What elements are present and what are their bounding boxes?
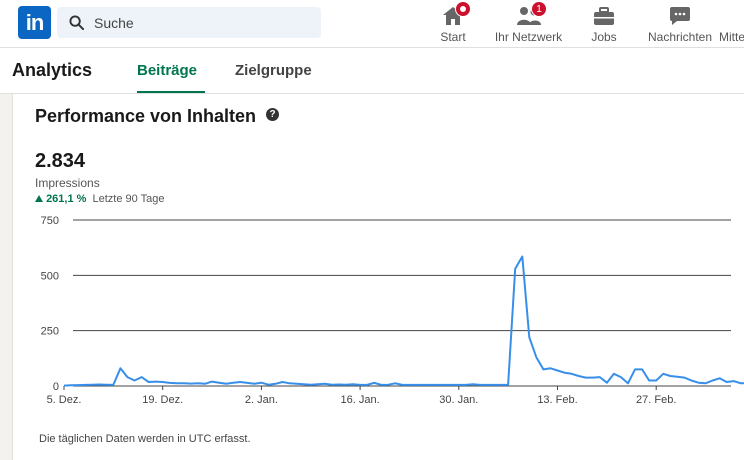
nav-label-network: Ihr Netzwerk xyxy=(494,30,563,44)
tab-posts[interactable]: Beiträge xyxy=(137,62,205,93)
network-count-badge: 1 xyxy=(531,1,547,17)
nav-label-messages: Nachrichten xyxy=(647,30,713,44)
y-tick-label: 750 xyxy=(41,215,59,227)
nav-item-messages[interactable]: Nachrichten xyxy=(644,4,716,44)
impressions-value: 2.834 xyxy=(35,150,86,172)
nav-item-jobs[interactable]: Jobs xyxy=(584,4,624,44)
impressions-series-line xyxy=(63,255,744,387)
trend-up-icon xyxy=(35,195,43,202)
message-icon xyxy=(670,7,690,25)
nav-item-notifications[interactable]: Mitte xyxy=(719,4,744,44)
x-tick-label: 16. Jan. xyxy=(341,394,380,406)
help-icon[interactable]: ? xyxy=(266,108,279,121)
utc-footnote: Die täglichen Daten werden in UTC erfass… xyxy=(39,433,251,445)
x-tick-label: 2. Jan. xyxy=(245,394,278,406)
x-tick-label: 19. Dez. xyxy=(142,394,183,406)
top-navigation-bar: in Start 1 Ihr Netzwerk Jobs Nachrichten xyxy=(0,0,744,48)
nav-label-notifications: Mitte xyxy=(719,30,744,44)
y-tick-label: 500 xyxy=(41,270,59,282)
notification-dot-badge xyxy=(455,1,471,17)
x-tick-label: 5. Dez. xyxy=(47,394,82,406)
analytics-subnav: Analytics Beiträge Zielgruppe xyxy=(0,48,744,94)
linkedin-logo[interactable]: in xyxy=(18,6,51,39)
y-tick-label: 0 xyxy=(53,381,59,393)
x-tick-label: 13. Feb. xyxy=(537,394,577,406)
card-title: Performance von Inhalten xyxy=(35,106,257,126)
y-tick-label: 250 xyxy=(41,326,59,338)
x-tick-label: 30. Jan. xyxy=(439,394,478,406)
nav-label-jobs: Jobs xyxy=(591,30,617,44)
content-performance-card: Performance von Inhalten ? 2.834 Impress… xyxy=(12,94,744,460)
page-title: Analytics xyxy=(12,60,93,80)
nav-item-network[interactable]: 1 Ihr Netzwerk xyxy=(491,1,566,44)
x-tick-label: 27. Feb. xyxy=(636,394,676,406)
nav-item-start[interactable]: Start xyxy=(433,1,473,44)
nav-label-start: Start xyxy=(440,30,466,44)
search-input[interactable] xyxy=(94,7,314,38)
search-box[interactable] xyxy=(57,7,321,38)
metric-label: Impressions xyxy=(35,176,100,190)
change-indicator: 261,1 % Letzte 90 Tage xyxy=(35,193,164,205)
change-period: Letzte 90 Tage xyxy=(92,193,165,205)
briefcase-icon xyxy=(594,7,614,25)
tab-audience[interactable]: Zielgruppe xyxy=(235,62,312,79)
change-percent: 261,1 % xyxy=(46,193,87,205)
impressions-line-chart: 750 500 250 0 5. Dez. 19. Dez. 2. Jan. 16. Jan… xyxy=(41,215,744,406)
search-icon xyxy=(69,15,84,30)
